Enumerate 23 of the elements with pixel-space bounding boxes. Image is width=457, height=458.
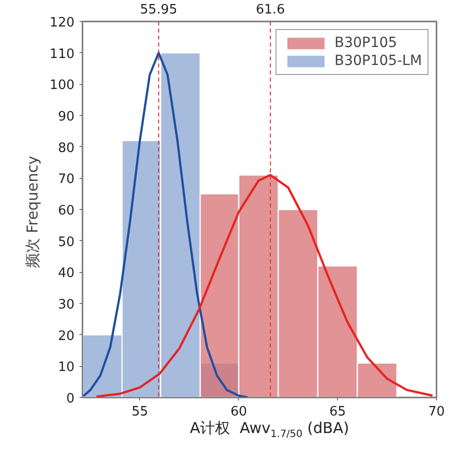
x-tick-label: 60	[230, 404, 248, 420]
y-tick-label: 10	[58, 360, 75, 376]
legend-label: B30P105-LM	[334, 53, 422, 69]
y-tick-label: 70	[58, 172, 75, 188]
y-tick-label: 100	[50, 78, 75, 94]
y-tick-label: 110	[50, 46, 75, 62]
y-tick-label: 60	[58, 204, 75, 218]
y-tick-label: 50	[58, 234, 75, 250]
y-tick-label: 80	[58, 140, 75, 156]
x-axis-title: A计权 Awv$_{1.7/50}$ (dBA)	[188, 418, 350, 442]
y-tick-label: 40	[58, 266, 75, 282]
y-tick-label: 0	[66, 392, 75, 406]
y-tick-label: 120	[50, 16, 75, 30]
legend-label: B30P105	[334, 35, 398, 51]
y-tick-label: 30	[58, 298, 75, 312]
y-tick-label: 20	[58, 328, 75, 344]
x-tick-label: 65	[329, 404, 346, 420]
ref-line-label: 55.95	[140, 2, 178, 18]
y-axis-title: 频次 Frequency	[24, 156, 42, 268]
y-tick-label: 90	[58, 110, 75, 124]
ref-line-label: 61.6	[256, 2, 285, 18]
x-tick-label: 55	[132, 404, 148, 420]
x-tick-label: 70	[428, 404, 445, 420]
